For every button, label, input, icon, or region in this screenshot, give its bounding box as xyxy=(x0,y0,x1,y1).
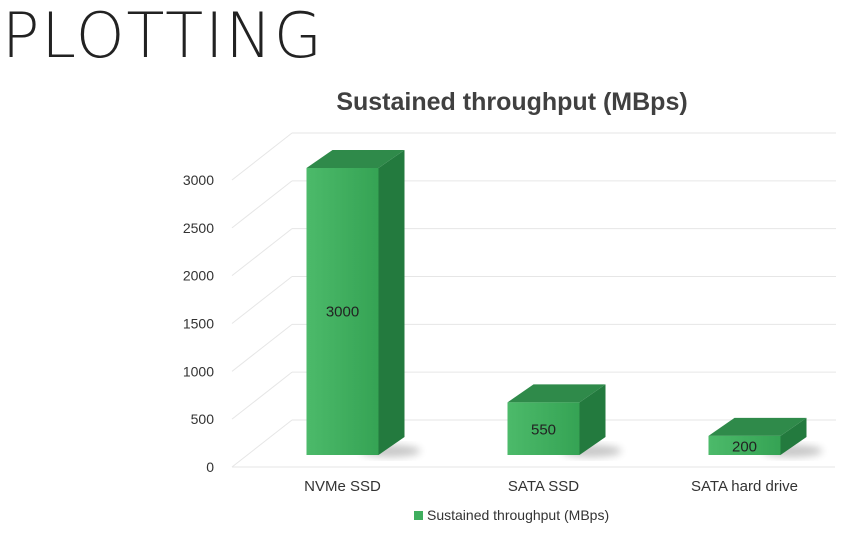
bar-2: 550 xyxy=(507,384,622,457)
y-tick-label: 1000 xyxy=(183,363,214,379)
bar-side xyxy=(780,417,807,455)
bar-top xyxy=(708,417,807,436)
bars: 3000 550 200 xyxy=(306,150,823,457)
bar-front xyxy=(708,435,781,455)
gridline-diagonal xyxy=(231,276,293,324)
y-axis: 0 500 1000 1500 2000 2500 3000 xyxy=(183,172,214,475)
bar-front xyxy=(507,402,580,455)
legend: Sustained throughput (MBps) xyxy=(414,507,609,523)
bar-side xyxy=(579,384,606,455)
x-tick-label: SATA hard drive xyxy=(691,478,798,495)
y-tick-label: 2500 xyxy=(183,220,214,236)
gridline-diagonal xyxy=(231,228,293,277)
y-tick-label: 2000 xyxy=(183,268,214,284)
slide-title: PLOTTING xyxy=(2,0,324,72)
y-tick-label: 0 xyxy=(206,459,214,475)
bar-front xyxy=(306,168,379,455)
gridline-diagonal xyxy=(231,180,293,229)
legend-swatch xyxy=(414,511,423,520)
data-label: 3000 xyxy=(326,304,359,321)
gridline-diagonal xyxy=(231,419,293,468)
gridline-diagonal xyxy=(231,132,293,181)
bar-top xyxy=(507,384,606,403)
legend-label: Sustained throughput (MBps) xyxy=(427,507,609,523)
y-tick-label: 1500 xyxy=(183,316,214,332)
bar-1: 3000 xyxy=(306,150,421,457)
x-axis: NVMe SSD SATA SSD SATA hard drive xyxy=(304,478,798,495)
gridline-diagonal xyxy=(231,323,293,372)
y-tick-label: 500 xyxy=(191,411,215,427)
x-tick-label: NVMe SSD xyxy=(304,478,381,495)
bar-3: 200 xyxy=(708,417,823,457)
data-label: 550 xyxy=(531,422,556,439)
data-label: 200 xyxy=(732,438,757,455)
y-tick-label: 3000 xyxy=(183,172,214,188)
bar-side xyxy=(378,150,405,455)
gridline-diagonal xyxy=(231,371,293,420)
bar-top xyxy=(306,150,405,168)
chart-title: Sustained throughput (MBps) xyxy=(336,88,687,116)
x-tick-label: SATA SSD xyxy=(508,478,579,495)
